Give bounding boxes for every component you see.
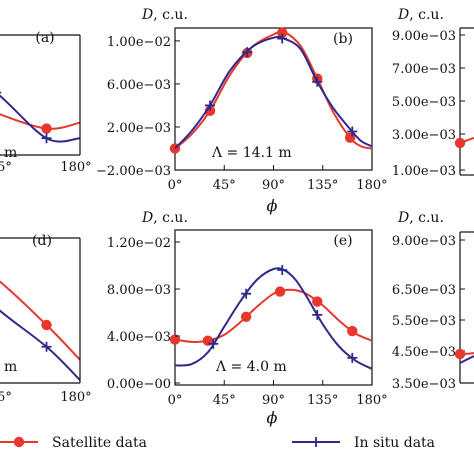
plot-area-a xyxy=(0,91,80,144)
marker-satellite xyxy=(277,27,288,38)
y-tick-label: 9.00e−03 xyxy=(392,234,456,249)
x-tick-label: 180° xyxy=(356,178,387,193)
legend-marker-satellite xyxy=(13,436,25,448)
y-tick-label: 1.00e−03 xyxy=(392,164,456,179)
annotation: m xyxy=(4,359,17,375)
y-tick-label: 1.20e−02 xyxy=(107,236,171,251)
series-line-satellite xyxy=(174,30,373,150)
y-tick-label: 2.00e−03 xyxy=(107,121,171,136)
plot-area-d xyxy=(0,280,80,381)
series-line-insitu xyxy=(0,309,80,381)
x-tick-label: 180° xyxy=(60,160,91,175)
x-tick-label: 45° xyxy=(213,393,236,408)
panel-e: 1.20e−02 8.00e−03 4.00e−03 0.00e−000° 45° 90°… xyxy=(107,210,388,427)
x-tick-label: 45° xyxy=(213,178,236,193)
x-tick-label: 0° xyxy=(168,178,183,193)
x-tick-label: 135° xyxy=(0,390,12,405)
panel-a: 135° 180° (a) m xyxy=(0,30,92,175)
y-tick-label: 1.00e−02 xyxy=(107,35,171,50)
marker-satellite xyxy=(169,334,181,345)
y-tick-label: 3.00e−03 xyxy=(392,128,456,143)
marker-insitu xyxy=(41,341,52,352)
x-tick-label: 0° xyxy=(168,393,183,408)
legend-label-satellite: Satellite data xyxy=(52,435,147,451)
y-axis-label: D, c.u. xyxy=(397,7,444,23)
panel-d: 135° 180° (d) m xyxy=(0,233,92,405)
series-line-insitu xyxy=(459,355,474,364)
y-tick-label: 6.00e−03 xyxy=(107,78,171,93)
marker-insitu xyxy=(41,133,52,144)
annotation: Λ = 4.0 m xyxy=(215,359,287,375)
x-tick-label: 135° xyxy=(0,160,12,175)
marker-satellite xyxy=(312,296,323,307)
marker-satellite xyxy=(41,123,52,134)
panel-b: 1.00e−02 6.00e−03 2.00e−03 −2.00e−030° 45° 90… xyxy=(96,7,388,215)
y-axis-label: D, c.u. xyxy=(397,210,444,226)
series-line-insitu xyxy=(174,267,373,370)
panel-label: (e) xyxy=(333,233,352,249)
y-tick-label: 9.00e−03 xyxy=(392,29,456,44)
y-tick-label: 5.00e−03 xyxy=(392,95,456,110)
legend-marker-insitu xyxy=(311,437,321,447)
marker-insitu xyxy=(312,76,323,87)
marker-insitu xyxy=(347,352,358,363)
panel-label: (a) xyxy=(35,30,54,46)
marker-insitu xyxy=(277,264,288,275)
x-axis-label: ϕ xyxy=(267,408,278,427)
marker-satellite xyxy=(454,137,466,149)
marker-satellite xyxy=(347,325,358,337)
x-tick-label: 135° xyxy=(307,178,338,193)
y-tick-label: 4.00e−03 xyxy=(107,330,171,345)
y-tick-label: 5.50e−03 xyxy=(392,314,456,329)
x-tick-label: 90° xyxy=(262,178,285,193)
y-axis-label: D, c.u. xyxy=(141,210,188,226)
marker-insitu xyxy=(277,33,288,44)
marker-insitu xyxy=(205,100,216,111)
y-tick-label: −2.00e−03 xyxy=(96,164,171,179)
series-line-insitu xyxy=(0,94,80,143)
marker-insitu xyxy=(242,47,253,58)
y-tick-label: 6.50e−03 xyxy=(392,283,456,298)
panel-f: 9.00e−03 6.50e−03 5.50e−03 4.50e−03 3.50e−03… xyxy=(392,210,474,392)
series-line-satellite xyxy=(0,280,80,361)
series-line-satellite xyxy=(0,113,80,130)
marker-satellite xyxy=(454,348,466,360)
y-axis-label: D, c.u. xyxy=(141,7,188,23)
annotation: Λ = 14.1 m xyxy=(211,145,292,161)
panel-c: 9.00e−03 7.00e−03 5.00e−03 3.00e−03 1.00e−03… xyxy=(392,7,474,179)
legend-label-insitu: In situ data xyxy=(354,435,435,451)
x-tick-label: 180° xyxy=(356,393,387,408)
x-tick-label: 90° xyxy=(262,393,285,408)
y-tick-label: 7.00e−03 xyxy=(392,62,456,77)
panel-label: (b) xyxy=(333,31,353,47)
marker-satellite xyxy=(240,311,252,323)
y-tick-label: 3.50e−03 xyxy=(392,377,456,392)
legend: Satellite data In situ data xyxy=(0,435,435,451)
marker-insitu xyxy=(347,126,358,137)
marker-satellite xyxy=(274,286,286,297)
marker-insitu xyxy=(208,338,219,349)
y-tick-label: 8.00e−03 xyxy=(107,283,171,298)
annotation: m xyxy=(4,145,17,161)
panel-label: (d) xyxy=(32,233,52,249)
x-tick-label: 135° xyxy=(307,393,338,408)
x-axis-label: ϕ xyxy=(267,196,278,215)
y-tick-label: 4.50e−03 xyxy=(392,345,456,360)
series-line-satellite xyxy=(174,288,373,343)
x-tick-label: 180° xyxy=(60,390,91,405)
marker-satellite xyxy=(41,319,52,331)
marker-insitu xyxy=(241,288,252,299)
y-tick-label: 0.00e−00 xyxy=(107,377,171,392)
series-line-insitu xyxy=(174,35,373,150)
marker-insitu xyxy=(312,309,323,320)
